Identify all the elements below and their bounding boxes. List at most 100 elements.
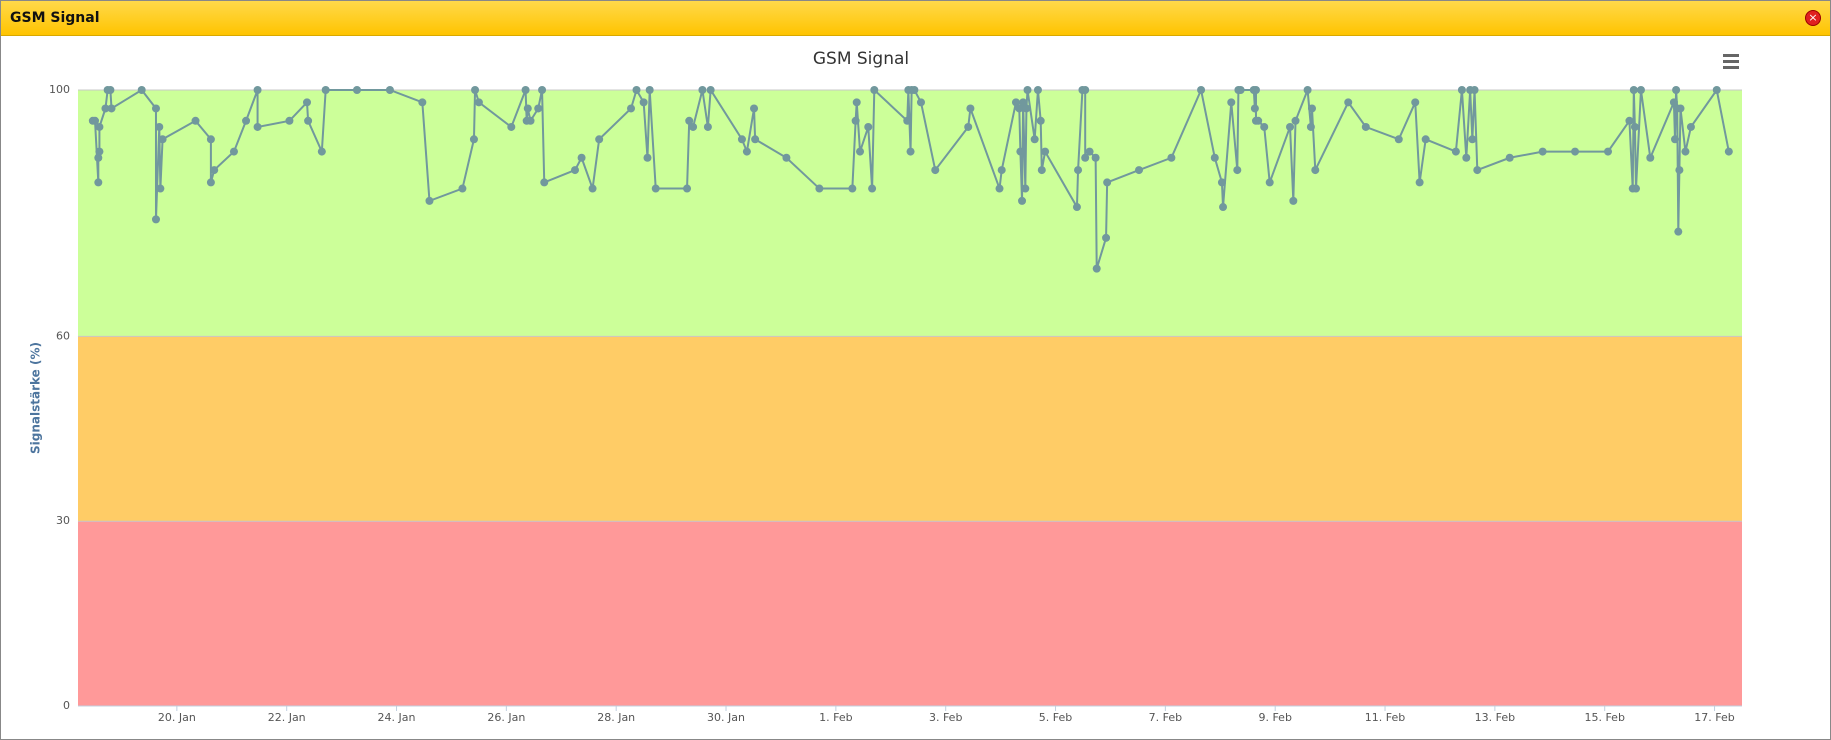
data-point bbox=[1015, 104, 1024, 113]
data-point bbox=[1344, 98, 1353, 107]
data-point bbox=[1473, 166, 1482, 175]
data-point bbox=[1085, 147, 1094, 156]
data-point bbox=[1103, 178, 1112, 187]
data-point bbox=[689, 122, 698, 131]
y-axis-label: Signalstärke (%) bbox=[29, 342, 43, 454]
data-point bbox=[1462, 153, 1471, 162]
data-point bbox=[1092, 264, 1101, 273]
data-point bbox=[742, 147, 751, 156]
data-point bbox=[458, 184, 467, 193]
data-point bbox=[906, 147, 915, 156]
data-point bbox=[997, 166, 1006, 175]
data-point bbox=[1251, 86, 1260, 94]
data-point bbox=[750, 104, 759, 113]
data-point bbox=[852, 98, 861, 107]
data-point bbox=[253, 86, 262, 94]
data-point bbox=[469, 135, 478, 144]
data-point bbox=[1676, 104, 1685, 113]
data-point bbox=[1451, 147, 1460, 156]
data-point bbox=[1021, 184, 1030, 193]
x-tick-label: 1. Feb bbox=[819, 711, 852, 724]
data-point bbox=[1037, 166, 1046, 175]
data-point bbox=[418, 98, 427, 107]
data-point bbox=[1289, 196, 1298, 205]
window-title: GSM Signal bbox=[10, 10, 100, 26]
x-tick-label: 22. Jan bbox=[268, 711, 306, 724]
data-point bbox=[91, 116, 100, 125]
data-point bbox=[1470, 86, 1479, 94]
data-point bbox=[1041, 147, 1050, 156]
data-point bbox=[1236, 86, 1245, 94]
data-point bbox=[158, 135, 167, 144]
x-tick-label: 5. Feb bbox=[1039, 711, 1072, 724]
data-point bbox=[916, 98, 925, 107]
data-point bbox=[1135, 166, 1144, 175]
data-point bbox=[253, 122, 262, 131]
x-tick-label: 30. Jan bbox=[707, 711, 745, 724]
x-tick-label: 20. Jan bbox=[158, 711, 196, 724]
data-point bbox=[1022, 104, 1031, 113]
data-point bbox=[966, 104, 975, 113]
data-point bbox=[1260, 122, 1269, 131]
data-point bbox=[1632, 184, 1641, 193]
data-point bbox=[1505, 153, 1514, 162]
data-point bbox=[1091, 153, 1100, 162]
data-point bbox=[698, 86, 707, 94]
data-point bbox=[683, 184, 692, 193]
data-point bbox=[1421, 135, 1430, 144]
y-tick-label: 0 bbox=[63, 699, 70, 712]
data-point bbox=[703, 122, 712, 131]
data-point bbox=[352, 86, 361, 94]
data-point bbox=[303, 98, 312, 107]
data-point bbox=[95, 147, 104, 156]
data-point bbox=[1306, 122, 1315, 131]
data-point bbox=[1217, 178, 1226, 187]
data-point bbox=[101, 104, 110, 113]
x-tick-label: 24. Jan bbox=[378, 711, 416, 724]
data-point bbox=[1361, 122, 1370, 131]
data-point bbox=[1197, 86, 1206, 94]
data-point bbox=[137, 86, 146, 94]
data-point bbox=[627, 104, 636, 113]
data-point bbox=[1629, 86, 1638, 94]
data-point bbox=[1081, 153, 1090, 162]
data-point bbox=[523, 104, 532, 113]
close-button[interactable]: × bbox=[1805, 10, 1821, 26]
data-point bbox=[210, 166, 219, 175]
data-point bbox=[1636, 86, 1645, 94]
data-point bbox=[229, 147, 238, 156]
data-point bbox=[864, 122, 873, 131]
data-point bbox=[106, 86, 115, 94]
data-point bbox=[870, 86, 879, 94]
data-point bbox=[577, 153, 586, 162]
data-point bbox=[1681, 147, 1690, 156]
data-point bbox=[540, 178, 549, 187]
menu-button[interactable] bbox=[1723, 54, 1739, 69]
data-point bbox=[1625, 116, 1634, 125]
data-point bbox=[1712, 86, 1721, 94]
window-header: GSM Signal × bbox=[1, 1, 1830, 36]
data-point bbox=[1675, 166, 1684, 175]
data-point bbox=[851, 116, 860, 125]
data-point bbox=[1604, 147, 1613, 156]
x-tick-label: 11. Feb bbox=[1365, 711, 1405, 724]
data-point bbox=[1411, 98, 1420, 107]
data-point bbox=[685, 116, 694, 125]
chart: GSM Signal Signalstärke (%) 0 30 60 100 20. … bbox=[29, 49, 1742, 724]
data-point bbox=[1286, 122, 1295, 131]
data-point bbox=[94, 153, 103, 162]
data-point bbox=[534, 104, 543, 113]
data-point bbox=[1669, 98, 1678, 107]
data-point bbox=[321, 86, 330, 94]
data-point bbox=[588, 184, 597, 193]
data-point bbox=[1019, 98, 1028, 107]
data-point bbox=[1307, 104, 1316, 113]
data-point bbox=[1036, 116, 1045, 125]
data-point bbox=[1030, 135, 1039, 144]
data-point bbox=[1210, 153, 1219, 162]
data-point bbox=[645, 86, 654, 94]
data-point bbox=[964, 122, 973, 131]
data-point bbox=[191, 116, 200, 125]
data-point bbox=[571, 166, 580, 175]
